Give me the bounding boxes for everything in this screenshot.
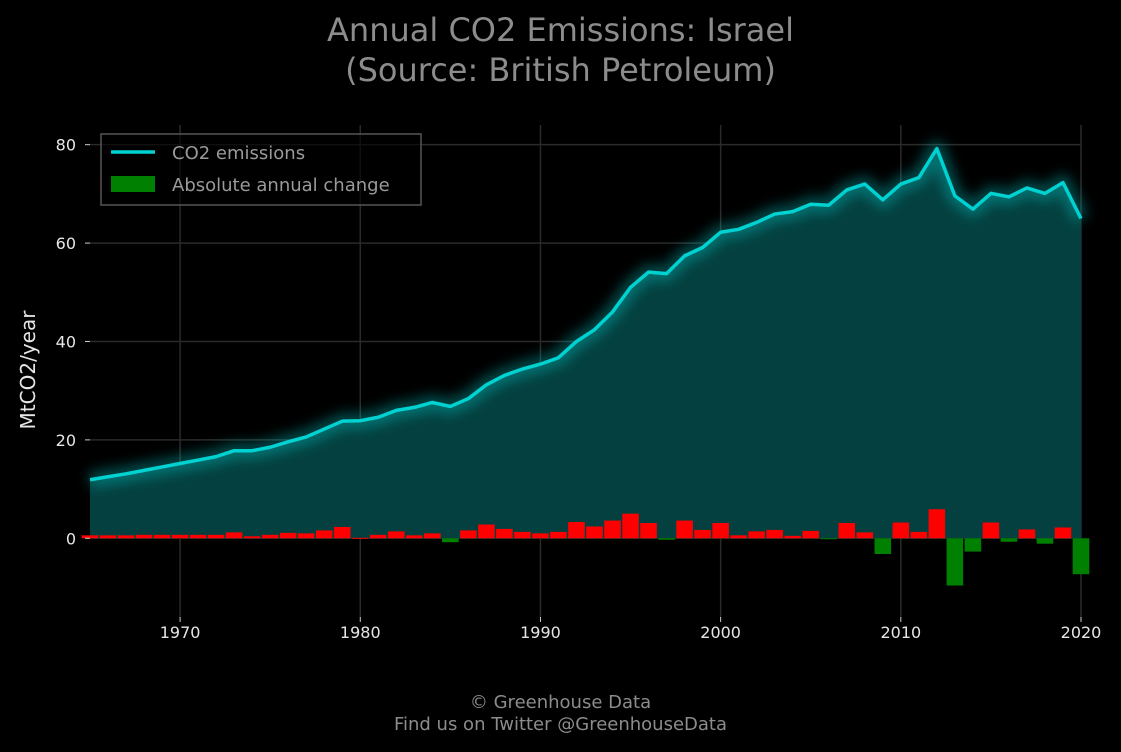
change-bar xyxy=(928,509,946,539)
legend-label-change: Absolute annual change xyxy=(172,175,390,196)
change-bar xyxy=(333,526,351,539)
change-bar xyxy=(243,536,261,539)
change-bar xyxy=(658,538,675,540)
change-bar xyxy=(874,538,892,555)
y-tick-label: 0 xyxy=(66,529,76,548)
legend-bar-swatch xyxy=(111,176,155,192)
change-bar xyxy=(892,522,910,539)
change-bar xyxy=(712,523,729,539)
x-tick-label: 1990 xyxy=(520,623,561,642)
change-bar xyxy=(1036,538,1054,544)
change-bar xyxy=(351,537,369,539)
change-bar xyxy=(99,535,117,539)
x-tick-label: 2010 xyxy=(880,623,921,642)
change-bar xyxy=(586,526,603,539)
change-bar xyxy=(766,529,783,539)
change-bar xyxy=(604,520,621,539)
legend-box xyxy=(100,133,422,206)
change-bar xyxy=(838,523,856,539)
footer: © Greenhouse Data Find us on Twitter @Gr… xyxy=(0,692,1121,736)
change-bar xyxy=(1018,529,1036,539)
change-bar xyxy=(532,533,549,539)
change-bar xyxy=(225,532,243,539)
legend-label-emissions: CO2 emissions xyxy=(172,143,305,164)
change-bar xyxy=(406,535,423,539)
change-bar xyxy=(207,534,225,539)
change-bar xyxy=(117,535,135,539)
emissions-line xyxy=(89,146,1083,482)
x-tick-label: 2000 xyxy=(700,623,741,642)
change-bar xyxy=(694,529,711,539)
change-bar xyxy=(460,530,477,539)
chart-title: Annual CO2 Emissions: Israel (Source: Br… xyxy=(0,10,1121,90)
change-bar xyxy=(478,524,495,539)
y-tick-label: 80 xyxy=(56,136,76,155)
change-bar xyxy=(496,528,513,539)
change-bar xyxy=(730,535,747,539)
change-bar xyxy=(189,534,207,539)
change-bar xyxy=(784,535,801,539)
y-tick-label: 20 xyxy=(56,431,76,450)
change-bar xyxy=(514,531,531,539)
change-bar xyxy=(153,534,171,539)
x-tick-label: 1980 xyxy=(340,623,381,642)
change-bar xyxy=(748,531,765,539)
change-bar xyxy=(982,522,1000,539)
change-bar xyxy=(135,534,153,539)
change-bar xyxy=(676,520,693,539)
change-bar xyxy=(1072,538,1090,575)
change-bar xyxy=(622,513,639,539)
change-bar xyxy=(820,538,838,540)
x-axis-ticks: 1970 1980 1990 2000 2010 2020 xyxy=(160,617,1102,642)
change-bar xyxy=(856,532,874,539)
change-bar xyxy=(297,533,315,539)
change-bar xyxy=(370,534,387,539)
change-bar xyxy=(802,530,820,539)
y-axis-ticks: 0 20 40 60 80 xyxy=(56,136,90,548)
change-bar xyxy=(171,534,189,539)
change-bar xyxy=(910,531,928,539)
change-bar xyxy=(550,531,567,539)
change-bar xyxy=(442,538,459,543)
x-tick-label: 1970 xyxy=(160,623,201,642)
chart-title-line2: (Source: British Petroleum) xyxy=(345,51,776,89)
change-bar xyxy=(568,522,585,539)
y-tick-label: 40 xyxy=(56,332,76,351)
change-bar xyxy=(424,533,441,539)
legend: CO2 emissions Absolute annual change xyxy=(100,133,422,206)
change-bar xyxy=(640,523,657,539)
change-bar xyxy=(1000,538,1018,542)
change-bar xyxy=(81,535,99,539)
annual-change-bars xyxy=(81,509,1090,586)
change-bar xyxy=(261,534,279,539)
y-tick-label: 60 xyxy=(56,234,76,253)
change-bar xyxy=(388,531,405,539)
change-bar xyxy=(1054,527,1072,539)
footer-twitter: Find us on Twitter @GreenhouseData xyxy=(393,714,728,735)
chart-title-line1: Annual CO2 Emissions: Israel xyxy=(327,11,794,49)
change-bar xyxy=(279,532,297,539)
y-axis-label: MtCO2/year xyxy=(16,310,40,430)
change-bar xyxy=(964,538,982,552)
change-bar xyxy=(946,538,964,586)
footer-copyright: © Greenhouse Data xyxy=(469,692,652,713)
x-tick-label: 2020 xyxy=(1061,623,1102,642)
change-bar xyxy=(315,530,333,539)
